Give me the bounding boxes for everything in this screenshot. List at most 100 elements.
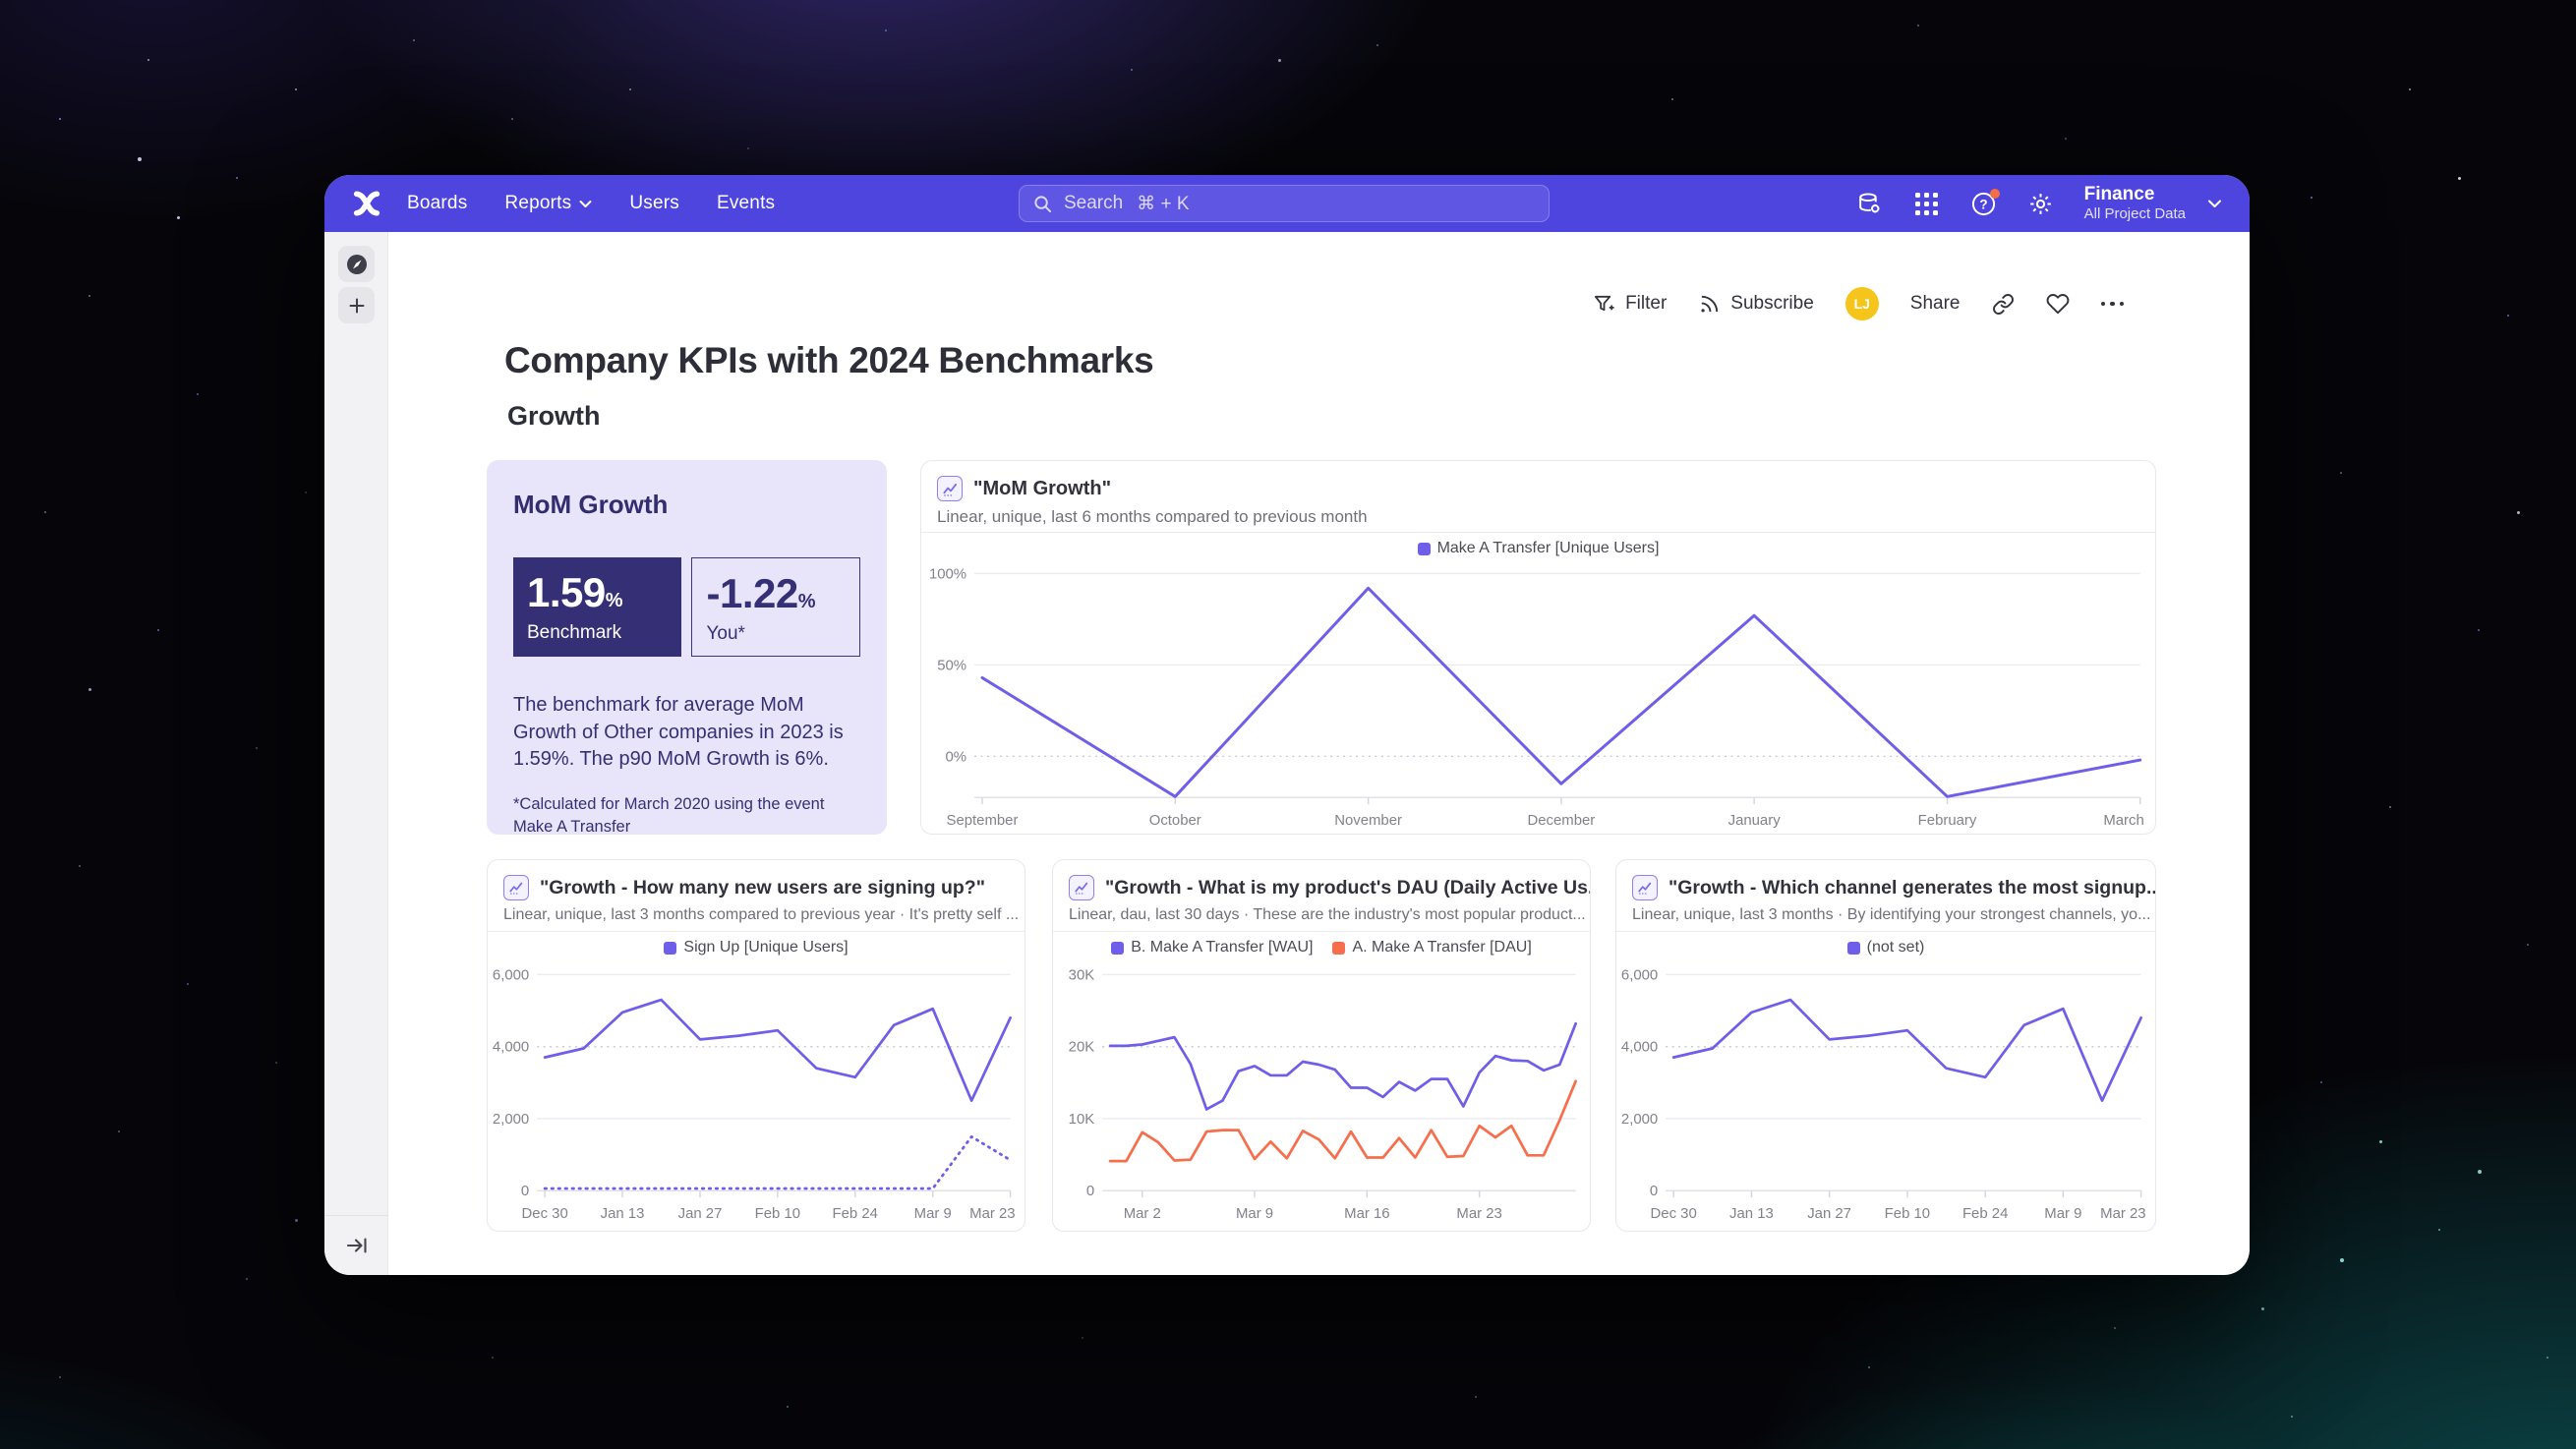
boards-compass-button[interactable]	[338, 246, 375, 282]
svg-text:Feb 24: Feb 24	[1962, 1205, 2008, 1222]
benchmark-stat-box: 1.59% Benchmark	[513, 557, 682, 657]
legend-item[interactable]: B. Make A Transfer [WAU]	[1111, 939, 1313, 956]
chart-title[interactable]: "Growth - What is my product's DAU (Dail…	[1105, 876, 1591, 898]
project-switcher[interactable]: Finance All Project Data	[2084, 184, 2222, 224]
nav-item-users-label: Users	[629, 193, 679, 213]
line-chart-plot[interactable]: 6,000 4,000 2,000 0 Dec 30 Jan 13 Jan 27 Feb 10…	[1616, 860, 2155, 1231]
svg-text:March: March	[2103, 812, 2143, 829]
section-title: Growth	[507, 401, 601, 431]
line-chart-icon	[1069, 875, 1094, 900]
legend-swatch	[1417, 542, 1431, 555]
favorite-button[interactable]	[2046, 292, 2070, 316]
nav-item-reports-label: Reports	[504, 193, 572, 213]
chart-title[interactable]: "MoM Growth"	[973, 477, 1112, 499]
svg-text:October: October	[1149, 812, 1201, 829]
legend-item[interactable]: Make A Transfer [Unique Users]	[1417, 540, 1659, 557]
chart-legend: B. Make A Transfer [WAU] A. Make A Transf…	[1053, 939, 1590, 956]
nav-item-users[interactable]: Users	[629, 193, 679, 214]
top-nav: Boards Reports Users Events Search ⌘ + K	[324, 175, 2250, 232]
line-chart-plot[interactable]: 100% 50% 0% September October November Decembe…	[921, 461, 2155, 834]
subscribe-button[interactable]: Subscribe	[1698, 293, 1814, 316]
mom-card-title: MoM Growth	[513, 490, 669, 519]
more-options-button[interactable]	[2100, 301, 2124, 307]
nav-item-boards[interactable]: Boards	[407, 193, 467, 214]
line-chart-icon	[503, 875, 529, 900]
svg-text:Feb 10: Feb 10	[755, 1205, 800, 1222]
nav-item-events-label: Events	[716, 193, 776, 213]
legend-item[interactable]: A. Make A Transfer [DAU]	[1332, 939, 1532, 956]
expand-sidebar-button[interactable]	[338, 1227, 375, 1263]
line-chart-plot[interactable]: 30K 20K 10K 0 Mar 2 Mar 9 Mar 16 Mar 23	[1053, 860, 1590, 1231]
svg-text:Jan 13: Jan 13	[601, 1205, 645, 1222]
chart-title[interactable]: "Growth - Which channel generates the mo…	[1669, 876, 2156, 898]
legend-swatch	[1111, 941, 1125, 955]
search-shortcut: ⌘ + K	[1137, 193, 1190, 214]
chevron-down-icon	[2208, 200, 2221, 207]
compass-icon	[346, 254, 367, 274]
card-divider	[488, 931, 1025, 932]
legend-item[interactable]: Sign Up [Unique Users]	[664, 939, 849, 956]
svg-text:Feb 10: Feb 10	[1885, 1205, 1930, 1222]
share-button[interactable]: Share	[1910, 293, 1961, 315]
mixpanel-logo-icon[interactable]	[348, 185, 385, 222]
you-label: You*	[706, 623, 745, 644]
chart-legend: Make A Transfer [Unique Users]	[921, 540, 2155, 557]
data-management-icon[interactable]	[1856, 190, 1884, 217]
svg-text:2,000: 2,000	[493, 1111, 529, 1128]
benchmark-value: 1.59	[527, 569, 606, 615]
left-sidebar	[324, 232, 388, 1275]
add-board-button[interactable]	[338, 287, 375, 323]
legend-label: A. Make A Transfer [DAU]	[1352, 939, 1532, 956]
chart-subtitle: Linear, dau, last 30 days · These are th…	[1069, 906, 1586, 923]
heart-icon	[2046, 294, 2069, 315]
search-placeholder: Search	[1064, 193, 1124, 213]
nav-item-reports[interactable]: Reports	[504, 193, 592, 214]
legend-swatch	[1846, 941, 1860, 955]
notification-dot	[1989, 189, 2000, 199]
line-chart-plot[interactable]: 6,000 4,000 2,000 0 Dec 30 Jan 13 Jan 27 Feb 10…	[488, 860, 1025, 1231]
search-input[interactable]: Search ⌘ + K	[1019, 185, 1550, 222]
svg-text:Mar 16: Mar 16	[1344, 1205, 1389, 1222]
benchmark-footnote: *Calculated for March 2020 using the eve…	[513, 794, 825, 836]
svg-text:January: January	[1728, 812, 1782, 829]
help-icon[interactable]: ?	[1970, 189, 2000, 217]
svg-text:4,000: 4,000	[493, 1039, 529, 1056]
benchmark-unit: %	[605, 590, 623, 611]
avatar-initials: LJ	[1853, 296, 1870, 312]
svg-text:0: 0	[1086, 1183, 1094, 1199]
copy-link-button[interactable]	[1992, 293, 2015, 316]
chart-title[interactable]: "Growth - How many new users are signing…	[540, 876, 985, 898]
svg-text:February: February	[1918, 812, 1977, 829]
legend-swatch	[1332, 941, 1346, 955]
svg-text:Mar 9: Mar 9	[1236, 1205, 1273, 1222]
starfield-large	[0, 0, 4, 4]
project-scope: All Project Data	[2083, 205, 2186, 223]
svg-text:?: ?	[1980, 197, 1988, 211]
chart-legend: (not set)	[1616, 939, 2155, 956]
card-divider	[921, 532, 2155, 533]
chart-card-signups: "Growth - How many new users are signing…	[487, 859, 1025, 1232]
link-icon	[1992, 293, 2014, 315]
svg-text:6,000: 6,000	[493, 966, 529, 983]
chart-subtitle: Linear, unique, last 3 months · By ident…	[1632, 906, 2151, 923]
subscribe-label: Subscribe	[1730, 293, 1814, 314]
you-value: -1.22	[706, 570, 798, 616]
legend-item[interactable]: (not set)	[1846, 939, 1925, 956]
sidebar-divider	[324, 1215, 387, 1216]
svg-text:Feb 24: Feb 24	[833, 1205, 878, 1222]
filter-button[interactable]: Filter	[1593, 293, 1667, 316]
nav-item-events[interactable]: Events	[717, 193, 775, 214]
search-icon	[1034, 195, 1052, 212]
card-divider	[1053, 931, 1590, 932]
apps-grid-icon[interactable]	[1913, 190, 1941, 217]
avatar[interactable]: LJ	[1844, 287, 1879, 320]
chart-subtitle: Linear, unique, last 6 months compared t…	[937, 507, 1368, 526]
benchmark-description: The benchmark for average MoM Growth of …	[513, 694, 844, 771]
page-title: Company KPIs with 2024 Benchmarks	[504, 340, 1154, 380]
legend-label: (not set)	[1866, 939, 1925, 956]
svg-text:30K: 30K	[1069, 966, 1095, 983]
legend-label: B. Make A Transfer [WAU]	[1131, 939, 1314, 956]
svg-text:December: December	[1527, 812, 1595, 829]
settings-gear-icon[interactable]	[2027, 190, 2055, 217]
filter-icon	[1595, 295, 1614, 311]
